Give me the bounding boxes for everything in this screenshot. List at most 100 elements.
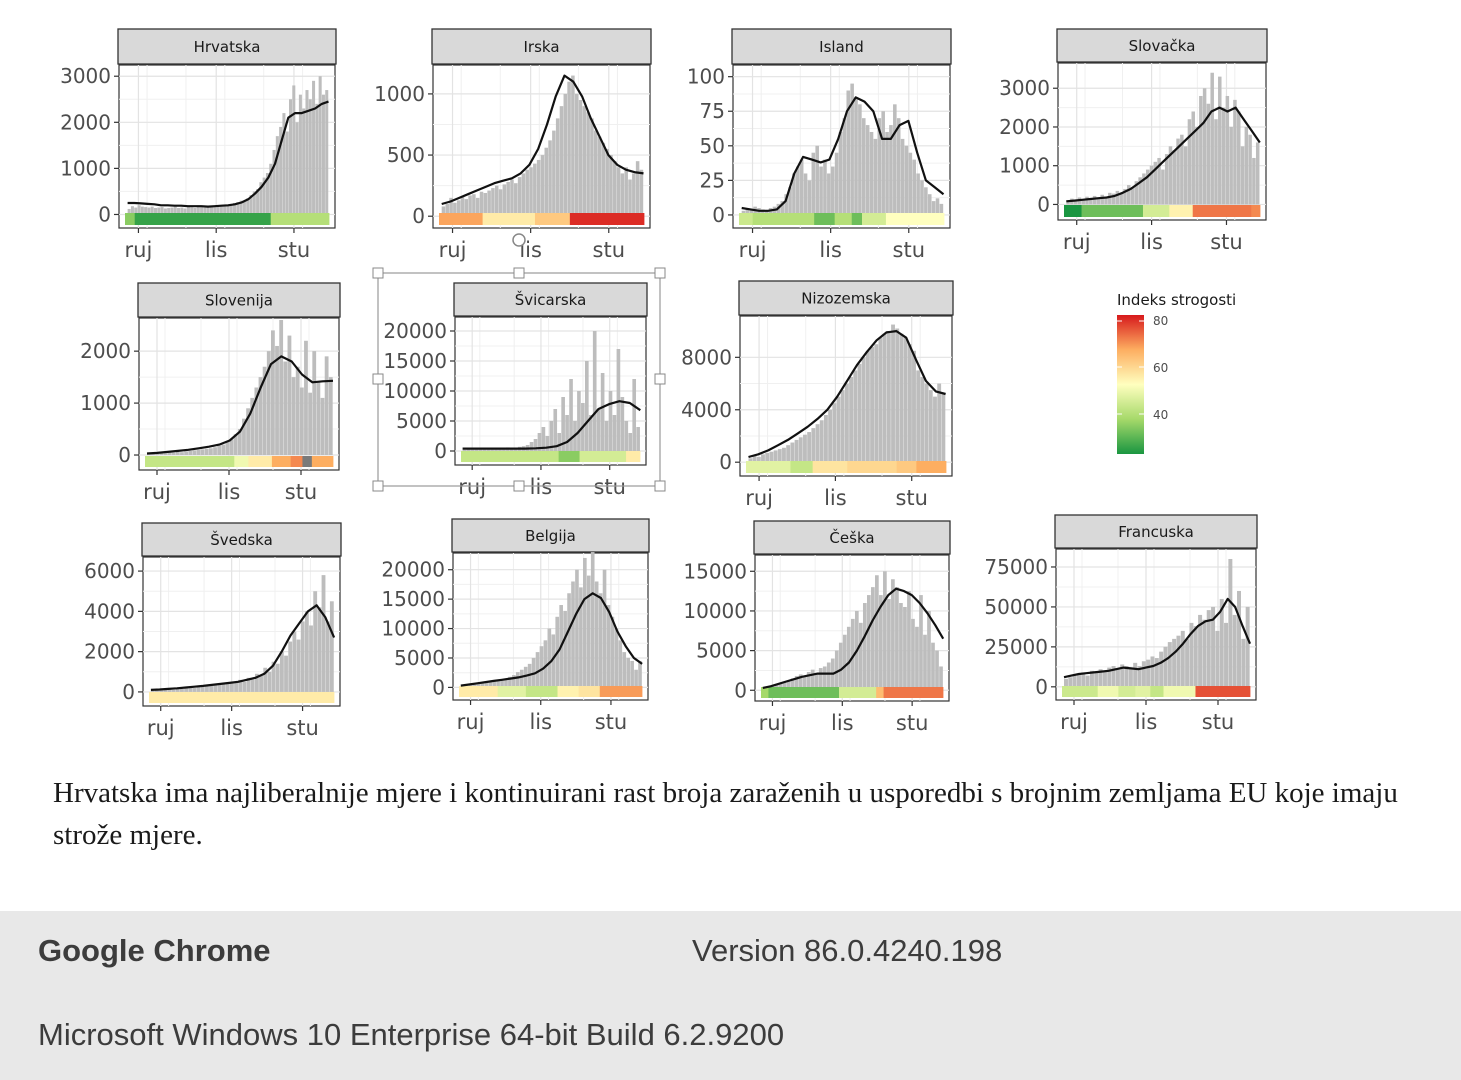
daily-cases-bar — [1244, 126, 1249, 205]
rotate-handle-icon[interactable] — [512, 233, 526, 247]
facet-title: Češka — [829, 528, 874, 547]
daily-cases-bar — [1133, 662, 1138, 687]
x-tick-label: ruj — [147, 716, 175, 740]
daily-cases-bar — [585, 361, 589, 451]
daily-cases-bar — [299, 387, 304, 456]
daily-cases-bar — [272, 149, 276, 215]
daily-cases-bar — [1104, 196, 1108, 205]
facet-panel: Češka 0 5000 10000 15000 ruj lis stu — [683, 520, 951, 735]
daily-cases-bar — [1202, 619, 1207, 687]
daily-cases-bar — [1245, 606, 1250, 687]
resize-handle[interactable] — [654, 373, 666, 385]
stringency-legend: Indeks strogosti 80 60 40 — [1117, 291, 1236, 454]
daily-cases-bar — [504, 678, 508, 688]
daily-cases-bar — [155, 453, 160, 456]
resize-handle[interactable] — [513, 480, 525, 492]
stringency-segment — [125, 213, 136, 225]
stringency-segment — [768, 687, 840, 698]
daily-cases-bar — [267, 671, 272, 692]
facet-title: Slovačka — [1129, 37, 1196, 55]
daily-cases-bar — [778, 683, 783, 691]
daily-cases-bar — [213, 207, 217, 215]
daily-cases-bar — [1206, 610, 1211, 687]
y-tick-label: 0 — [412, 204, 425, 228]
daily-cases-bar — [1211, 606, 1216, 687]
x-tick-label: ruj — [458, 475, 486, 499]
trend-line — [741, 96, 945, 212]
y-tick-label: 15000 — [381, 587, 445, 611]
daily-cases-bar — [1237, 111, 1241, 205]
stringency-segment — [248, 456, 273, 467]
trend-line — [127, 100, 329, 208]
daily-cases-bar — [183, 208, 187, 215]
daily-cases-bar — [561, 397, 565, 451]
daily-cases-bar — [748, 458, 753, 463]
y-tick-label: 25 — [700, 168, 725, 192]
daily-cases-bar — [937, 383, 942, 463]
y-tick-label: 15000 — [383, 349, 447, 373]
daily-cases-bar — [233, 202, 237, 215]
daily-cases-bar — [1237, 590, 1242, 687]
daily-cases-bar — [1193, 626, 1198, 687]
y-tick-label: 75000 — [984, 555, 1048, 579]
resize-handle[interactable] — [372, 373, 384, 385]
resize-handle[interactable] — [654, 480, 666, 492]
daily-cases-bar — [1081, 672, 1086, 687]
resize-handle[interactable] — [654, 267, 666, 279]
y-tick-label: 1000 — [60, 156, 111, 180]
daily-cases-bar — [1102, 670, 1107, 687]
daily-cases-bar — [622, 652, 627, 688]
daily-cases-bar — [468, 195, 472, 217]
resize-handle[interactable] — [513, 267, 525, 279]
daily-cases-bar — [512, 675, 516, 688]
daily-cases-bar — [1134, 181, 1139, 205]
daily-cases-bar — [931, 201, 936, 215]
daily-cases-bar — [130, 206, 134, 215]
daily-cases-bar — [533, 163, 537, 217]
daily-cases-bar — [237, 429, 242, 456]
resize-handle[interactable] — [372, 267, 384, 279]
trend-line — [1066, 106, 1261, 203]
x-tick-label: lis — [1140, 230, 1163, 254]
daily-cases-bar — [1176, 138, 1180, 205]
daily-cases-bar — [764, 210, 769, 215]
daily-cases-bar — [1199, 95, 1203, 205]
stringency-segment — [525, 686, 558, 697]
daily-cases-bar — [639, 169, 644, 217]
daily-cases-bar — [456, 200, 461, 217]
daily-cases-bar — [883, 571, 887, 691]
daily-cases-bar — [784, 194, 788, 215]
chart-caption: Hrvatska ima najliberalnije mjere i kont… — [53, 777, 1398, 851]
daily-cases-bar — [577, 391, 581, 451]
daily-cases-bar — [552, 130, 556, 217]
daily-cases-bar — [616, 167, 621, 217]
daily-cases-bar — [249, 195, 253, 215]
daily-cases-bar — [628, 179, 632, 217]
daily-cases-bar — [1092, 195, 1097, 205]
daily-cases-bar — [842, 118, 847, 215]
facet-title: Švicarska — [515, 290, 587, 309]
stringency-segment — [1081, 205, 1144, 217]
selection-frame[interactable] — [372, 233, 666, 492]
daily-cases-bar — [250, 679, 255, 692]
resize-handle[interactable] — [372, 480, 384, 492]
x-tick-label: stu — [593, 475, 625, 499]
daily-cases-bar — [891, 324, 895, 463]
daily-cases-bar — [1081, 199, 1085, 205]
daily-cases-bar — [604, 421, 609, 451]
daily-cases-bar — [777, 449, 782, 463]
daily-cases-bar — [1232, 614, 1237, 687]
stringency-segment — [916, 461, 947, 473]
daily-cases-bar — [206, 206, 210, 215]
y-tick-label: 50000 — [984, 595, 1048, 619]
daily-cases-bar — [1219, 598, 1224, 687]
daily-cases-bar — [325, 621, 330, 692]
stringency-segment — [746, 461, 791, 473]
stringency-segment — [739, 213, 754, 225]
daily-cases-bar — [193, 208, 197, 215]
x-tick-label: lis — [530, 475, 553, 499]
daily-cases-bar — [175, 451, 180, 456]
facet-title: Slovenija — [205, 292, 273, 310]
daily-cases-bar — [920, 376, 925, 463]
facet-strip — [453, 282, 648, 317]
